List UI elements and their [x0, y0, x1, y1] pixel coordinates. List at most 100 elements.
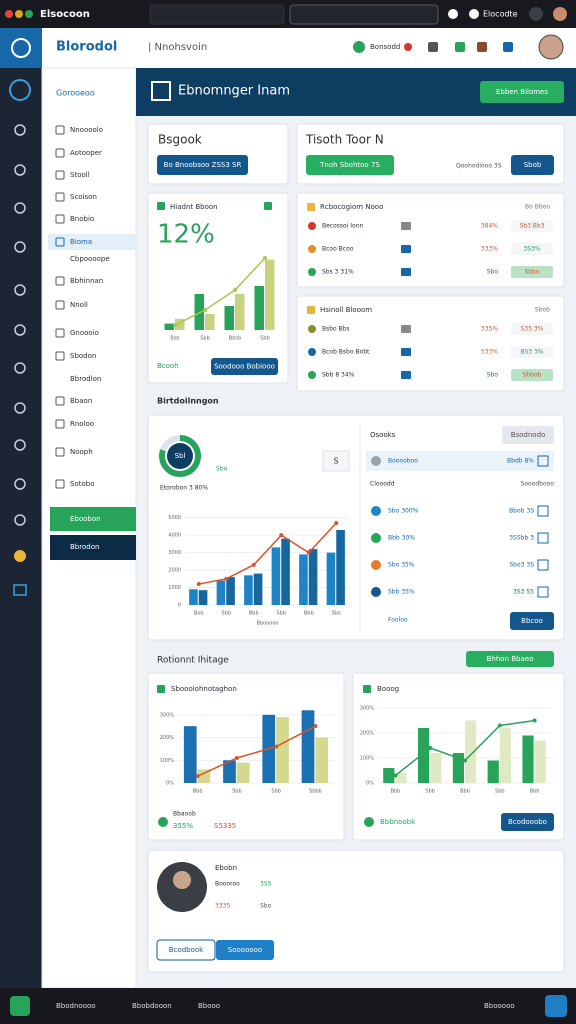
sidebar-button[interactable] [50, 535, 136, 560]
trend-point [497, 723, 502, 728]
button[interactable] [216, 940, 274, 960]
button-label[interactable]: Bbcoo [521, 617, 543, 625]
sidebar-item[interactable]: Nnoooolo [70, 126, 103, 134]
select-box[interactable] [322, 450, 350, 472]
sidebar-icon [55, 214, 65, 224]
card-action[interactable]: Bo Bboo [525, 204, 550, 211]
bar [276, 717, 289, 783]
button[interactable] [480, 81, 564, 103]
header-icon[interactable] [503, 42, 513, 52]
search-box[interactable] [149, 4, 285, 25]
rail-icon [14, 402, 26, 414]
bar [183, 726, 197, 783]
card-action[interactable]: Sbob [535, 307, 550, 314]
button-label[interactable]: Ebben Bilomes [496, 88, 548, 96]
y-tick-label: 4000 [168, 533, 181, 539]
button[interactable] [511, 155, 554, 175]
sidebar-select[interactable]: Gorooeoo [56, 89, 95, 98]
header-icon[interactable] [477, 42, 487, 52]
x-tick-label: Sbb [425, 789, 435, 795]
sidebar-button-label[interactable]: Bbrodon [70, 543, 99, 551]
settings-icon [529, 7, 543, 21]
bar [336, 529, 345, 605]
x-tick-label: Sbs [332, 611, 341, 617]
sidebar-item[interactable]: Bnobio [70, 215, 94, 223]
bar [235, 294, 245, 330]
sidebar-button-label[interactable]: Eboobon [70, 515, 101, 523]
button[interactable] [466, 651, 554, 667]
sidebar-item[interactable]: Bioma [70, 238, 92, 246]
bar [534, 740, 546, 783]
button-label[interactable]: Bcodooobo [508, 818, 547, 826]
row-highlight [366, 451, 554, 471]
button-label[interactable]: Sbob [524, 161, 542, 169]
sidebar-item[interactable]: Gnoooio [70, 329, 99, 337]
bottom-item[interactable]: Bbobdooon [132, 1002, 172, 1010]
button-label[interactable]: Sooooooo [228, 946, 262, 954]
donut-core [167, 443, 193, 469]
bar [226, 577, 235, 605]
bottom-item[interactable]: Bbodnoooo [56, 1002, 96, 1010]
row-value: 384% [481, 223, 498, 230]
sidebar-item[interactable]: Sotobo [70, 480, 94, 488]
button-label[interactable]: Bsodnodo [511, 431, 546, 439]
sidebar-button[interactable] [50, 507, 136, 531]
button[interactable] [306, 155, 394, 175]
panel-row-value: Bbob 3S [509, 508, 534, 515]
button[interactable] [501, 813, 554, 831]
button-label[interactable]: Soodooo Bobiooo [214, 363, 275, 371]
y-tick-label: 300% [160, 712, 175, 718]
row-badge-label: Sbbo [524, 269, 539, 276]
button[interactable] [510, 612, 554, 630]
sidebar-item[interactable]: Bbaon [70, 397, 92, 405]
sidebar-item[interactable]: Nnoll [70, 301, 88, 309]
profile-value: Sbo [260, 903, 272, 910]
footer-label: Bbaoob [173, 811, 196, 818]
profile-label: Boooroo [215, 881, 240, 888]
sidebar-item[interactable]: Stooll [70, 171, 90, 179]
bar [265, 259, 275, 330]
sidebar-item[interactable]: Rnoloo [70, 420, 94, 428]
header-icon[interactable] [428, 42, 438, 52]
sidebar-item[interactable]: Bbrodlon [70, 375, 101, 383]
row-icon [371, 506, 381, 516]
sidebar-item[interactable]: Sbodon [70, 352, 96, 360]
rail-icon [14, 284, 26, 296]
sidebar-item[interactable]: Nooph [70, 448, 93, 456]
button[interactable] [502, 426, 554, 444]
x-tick-label: Bbb [193, 789, 203, 795]
button-label[interactable]: Tnoh Sbohtoo 7S [319, 161, 380, 169]
rail-icon [14, 362, 26, 374]
profile-face [173, 871, 191, 889]
panel-footer: Fooloo [388, 617, 408, 624]
row-badge-label: BS3 3% [520, 349, 543, 356]
sidebar-icon [55, 447, 65, 457]
sidebar-active [48, 234, 136, 250]
y-tick-label: 0 [178, 603, 181, 609]
sidebar-item[interactable]: Aotooper [70, 149, 102, 157]
bar [236, 762, 250, 783]
bar [299, 554, 308, 605]
bar [465, 720, 477, 783]
bar [301, 710, 315, 783]
button[interactable] [211, 358, 278, 375]
footer-value: 355% [173, 822, 193, 830]
search-box[interactable] [289, 4, 439, 25]
sidebar-item[interactable]: Scoison [70, 193, 97, 201]
bar [383, 768, 395, 783]
sidebar-item[interactable]: Cbpoooope [70, 255, 110, 263]
header-icon[interactable] [455, 42, 465, 52]
button[interactable] [157, 155, 248, 175]
button-label[interactable]: Bcodbook [169, 946, 204, 954]
y-tick-label: 5000 [168, 515, 181, 521]
bottom-item[interactable]: Bbooo [198, 1002, 220, 1010]
trend-point [334, 520, 339, 525]
y-tick-label: 1000 [168, 585, 181, 591]
flag-icon [404, 43, 412, 51]
select-label[interactable]: S [333, 457, 338, 466]
bottom-item[interactable]: Bbooooo [484, 1002, 515, 1010]
button-label[interactable]: Bo Bnoobsoo ZSS3 SR [164, 161, 242, 169]
sidebar-item[interactable]: Bbhinnan [70, 277, 103, 285]
button[interactable] [156, 939, 216, 961]
button-label[interactable]: Bhhon Bbaeo [487, 655, 534, 663]
